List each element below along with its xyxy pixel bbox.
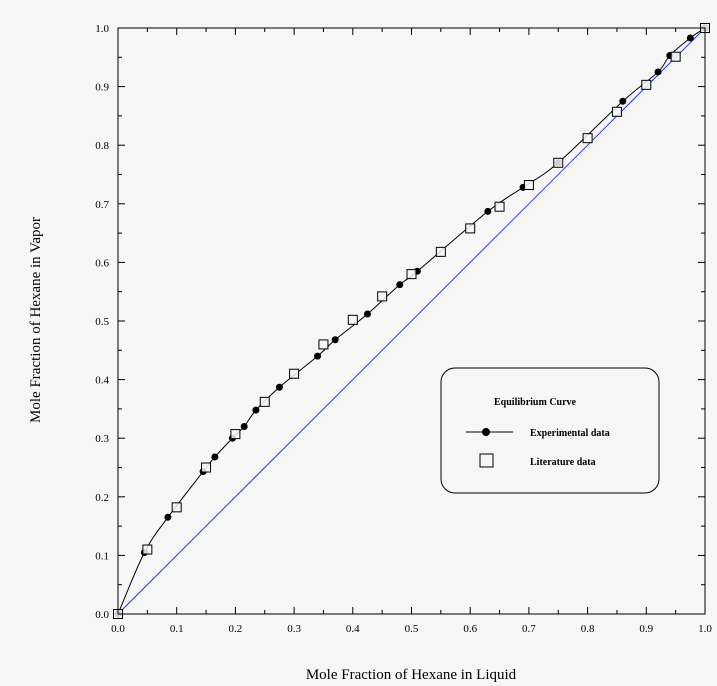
literature-point <box>582 133 593 144</box>
legend-experimental-label: Experimental data <box>530 428 610 439</box>
y-tick-label: 0.3 <box>95 433 109 445</box>
diagonal-layer <box>117 27 706 615</box>
literature-point <box>494 201 505 212</box>
y-tick-label: 0.8 <box>95 140 109 152</box>
x-tick-label: 0.3 <box>287 623 301 635</box>
y-tick-label: 0.6 <box>95 257 109 269</box>
experimental-point <box>211 453 219 461</box>
literature-point <box>611 106 622 117</box>
legend: Equilibrium Curve Experimental data Lite… <box>440 367 660 494</box>
literature-point <box>171 502 182 513</box>
experimental-point <box>314 352 322 360</box>
x-tick-label: 0.8 <box>581 623 595 635</box>
y-tick-label: 0.7 <box>95 199 109 211</box>
literature-point <box>406 269 417 280</box>
experimental-point <box>396 281 404 289</box>
legend-experimental-marker <box>482 428 490 436</box>
axis-layer: 0.0 0.1 0.2 0.3 0.4 0.5 0.6 0.7 0.8 0.9 1.0 0.0 0.1 0… <box>95 23 712 635</box>
literature-point <box>523 180 534 191</box>
x-axis-title: Mole Fraction of Hexane in Liquid <box>306 667 517 683</box>
y-tick-label: 0.9 <box>95 82 109 94</box>
literature-point <box>230 429 241 440</box>
experimental-point <box>654 68 662 76</box>
legend-box <box>440 367 660 494</box>
experimental-point <box>331 336 339 344</box>
x-tick-label: 0.6 <box>463 623 477 635</box>
experimental-point <box>619 97 627 105</box>
x-tick-label: 0.9 <box>639 623 653 635</box>
y-tick-label: 0.5 <box>95 316 109 328</box>
experimental-point <box>275 383 283 391</box>
literature-point <box>465 223 476 234</box>
experimental-point <box>686 34 694 42</box>
y-axis-title: Mole Fraction of Hexane in Vapor <box>28 217 44 423</box>
y-tick-label: 0.0 <box>95 609 109 621</box>
literature-point <box>289 368 300 379</box>
diagonal-line <box>117 27 706 615</box>
x-tick-label: 0.1 <box>170 623 184 635</box>
x-tick-label: 0.5 <box>405 623 419 635</box>
x-tick-label: 0.0 <box>111 623 125 635</box>
experimental-point <box>252 406 260 414</box>
y-tick-label: 0.1 <box>95 550 109 562</box>
legend-literature-label: Literature data <box>530 457 596 468</box>
legend-title: Equilibrium Curve <box>494 397 577 408</box>
x-tick-label: 0.7 <box>522 623 536 635</box>
literature-point <box>553 157 564 168</box>
literature-point <box>377 291 388 302</box>
literature-point <box>347 314 358 325</box>
experimental-point <box>164 513 172 521</box>
x-tick-label: 0.2 <box>229 623 243 635</box>
literature-point <box>201 462 212 473</box>
experimental-point <box>240 422 248 430</box>
literature-point <box>142 544 153 555</box>
legend-literature-marker <box>479 453 494 468</box>
experimental-point <box>363 310 371 318</box>
y-tick-label: 0.4 <box>95 375 109 387</box>
literature-point <box>641 79 652 90</box>
experimental-point <box>484 207 492 215</box>
literature-point <box>670 51 681 62</box>
x-tick-label: 0.4 <box>346 623 360 635</box>
marker-layer <box>113 23 710 619</box>
literature-point <box>435 246 446 257</box>
x-tick-label: 1.0 <box>698 623 712 635</box>
y-tick-label: 0.2 <box>95 492 109 504</box>
literature-point <box>318 339 329 350</box>
literature-point <box>259 396 270 407</box>
y-tick-label: 1.0 <box>95 23 109 35</box>
